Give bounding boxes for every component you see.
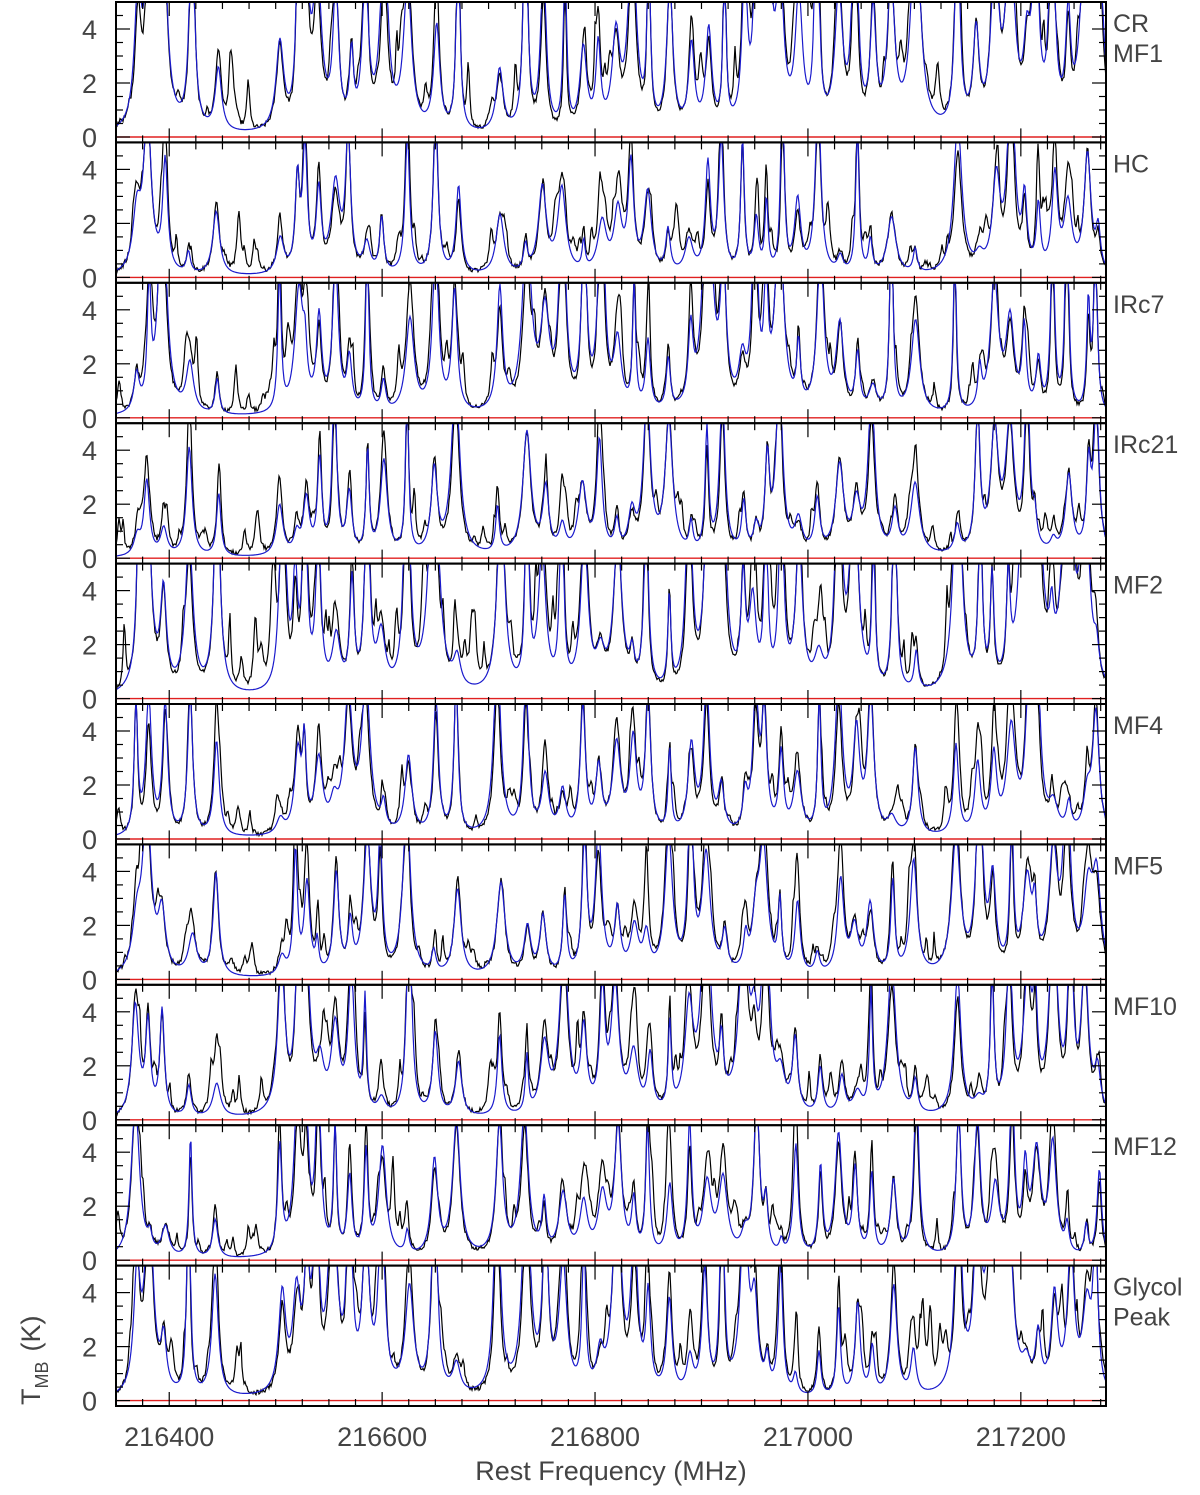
observed-spectrum-2 [116, 142, 1106, 274]
y-tick-label: 2 [82, 69, 97, 99]
y-tick-label: 4 [82, 155, 97, 185]
panel-label-10: Peak [1113, 1304, 1170, 1332]
y-tick-label: 0 [82, 1387, 97, 1417]
y-tick-label: 4 [82, 577, 97, 607]
panel-3: 0 2 4 IRc7 [82, 281, 1164, 434]
model-spectrum-7 [116, 844, 1106, 977]
panel-label-4: IRc21 [1113, 431, 1178, 459]
panel-label-2: HC [1113, 150, 1149, 178]
y-tick-label: 4 [82, 1138, 97, 1168]
y-tick-label: 2 [82, 209, 97, 239]
panel-4: 0 2 4 IRc21 [82, 422, 1178, 574]
y-axis-title: TMB (K) [16, 1316, 52, 1406]
panel-7: 0 2 4 MF5 [82, 843, 1163, 995]
model-spectrum-10 [116, 1265, 1106, 1394]
y-tick-label: 0 [82, 1106, 97, 1136]
model-spectrum-3 [116, 282, 1106, 415]
observed-spectrum-5 [116, 563, 1106, 691]
panel-frame-7 [115, 843, 1107, 986]
panel-frame-10 [115, 1264, 1107, 1407]
y-tick-label: 2 [82, 771, 97, 801]
model-spectrum-8 [116, 984, 1106, 1115]
panel-label-8: MF10 [1113, 993, 1177, 1021]
panel-label-9: MF12 [1113, 1133, 1177, 1161]
x-tick-label: 216400 [124, 1422, 214, 1452]
y-axis-title-main: T [16, 1389, 46, 1406]
x-tick-label: 216600 [337, 1422, 427, 1452]
y-tick-label: 4 [82, 15, 97, 45]
y-tick-label: 2 [82, 631, 97, 661]
panel-label-1: MF1 [1113, 40, 1163, 68]
panel-6: 0 2 4 MF4 [82, 703, 1163, 855]
y-tick-label: 2 [82, 1192, 97, 1222]
y-tick-label: 4 [82, 1279, 97, 1309]
observed-spectrum-4 [116, 423, 1106, 556]
y-tick-label: 0 [82, 544, 97, 574]
svg-text:TMB(K): TMB (K) [16, 1316, 52, 1406]
y-tick-label: 2 [82, 350, 97, 380]
panel-frame-4 [115, 422, 1107, 565]
observed-spectrum-7 [116, 844, 1106, 976]
y-axis-title-sub: MB [32, 1362, 52, 1389]
y-tick-label: 0 [82, 965, 97, 995]
y-tick-label: 4 [82, 436, 97, 466]
y-tick-label: 0 [82, 685, 97, 715]
panel-label-10: Glycol [1113, 1274, 1182, 1302]
y-tick-label: 0 [82, 825, 97, 855]
panel-label-1: CR [1113, 10, 1149, 38]
y-tick-label: 2 [82, 911, 97, 941]
y-tick-label: 0 [82, 263, 97, 293]
y-tick-label: 0 [82, 1246, 97, 1276]
y-tick-label: 0 [82, 123, 97, 153]
y-tick-label: 4 [82, 717, 97, 747]
y-tick-label: 4 [82, 296, 97, 326]
model-spectrum-1 [116, 2, 1106, 131]
observed-spectrum-8 [116, 984, 1106, 1117]
x-tick-label: 217200 [976, 1422, 1066, 1452]
panel-frame-2 [115, 141, 1107, 284]
y-axis-title-unit: (K) [16, 1316, 46, 1352]
y-tick-label: 2 [82, 490, 97, 520]
x-axis-title: Rest Frequency (MHz) [475, 1456, 747, 1486]
x-tick-label: 216800 [550, 1422, 640, 1452]
model-spectrum-6 [116, 704, 1106, 836]
observed-spectrum-1 [116, 2, 1106, 130]
y-tick-label: 4 [82, 998, 97, 1028]
panel-label-7: MF5 [1113, 852, 1163, 880]
y-tick-label: 4 [82, 857, 97, 887]
observed-spectrum-10 [116, 1265, 1106, 1397]
x-tick-label: 217000 [763, 1422, 853, 1452]
y-tick-label: 2 [82, 1052, 97, 1082]
y-tick-label: 0 [82, 404, 97, 434]
panel-label-6: MF4 [1113, 712, 1163, 740]
panel-5: 0 2 4 MF2 [82, 562, 1163, 715]
panel-label-5: MF2 [1113, 572, 1163, 600]
panel-8: 0 2 4 MF10 [82, 983, 1177, 1136]
panel-2: 0 2 4 HC [82, 141, 1149, 293]
panel-label-3: IRc7 [1113, 291, 1164, 319]
model-spectrum-5 [116, 563, 1106, 691]
panel-9: 0 2 4 MF12 [82, 1124, 1177, 1276]
model-spectrum-9 [116, 1125, 1106, 1258]
panel-frame-6 [115, 703, 1107, 846]
y-tick-label: 2 [82, 1333, 97, 1363]
x-tick-labels: 216400 216600 216800 217000 217200 [124, 1422, 1066, 1452]
model-spectrum-4 [116, 423, 1106, 557]
model-spectrum-2 [116, 142, 1106, 275]
